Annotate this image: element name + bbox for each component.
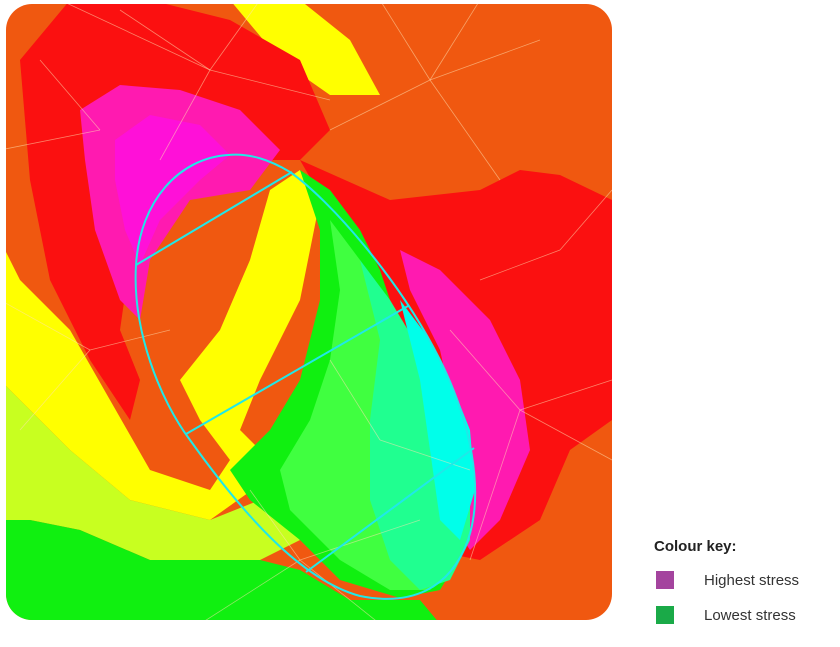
legend-label-lowest: Lowest stress: [704, 607, 796, 624]
yellow-stress-region: [230, 4, 380, 95]
legend-title: Colour key:: [654, 538, 737, 555]
legend-item-highest: Highest stress: [654, 571, 840, 591]
yellow-green-region: [6, 380, 300, 560]
legend-item-lowest: Lowest stress: [654, 606, 840, 626]
green-stress-region: [6, 520, 440, 620]
mesh-lines: [6, 4, 612, 620]
colour-key-legend: Colour key: Highest stress Lowest stress: [654, 538, 840, 641]
pink-stress-region-right: [400, 250, 530, 550]
stress-contour-map: [6, 4, 612, 620]
ellipse-outline: [134, 153, 477, 600]
highest-stress-swatch: [656, 571, 674, 589]
lowest-stress-swatch: [656, 606, 674, 624]
legend-label-highest: Highest stress: [704, 572, 800, 589]
cyan-stress-region: [400, 300, 475, 540]
yellow-band-region: [6, 170, 320, 520]
